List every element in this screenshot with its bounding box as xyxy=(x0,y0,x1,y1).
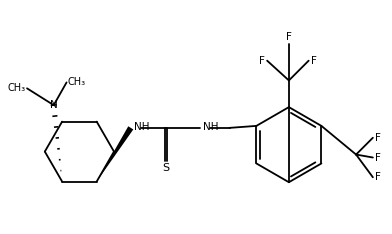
Text: F: F xyxy=(310,56,316,66)
Text: F: F xyxy=(375,153,381,163)
Text: CH₃: CH₃ xyxy=(67,77,86,88)
Text: NH: NH xyxy=(134,122,149,132)
Text: CH₃: CH₃ xyxy=(8,83,26,93)
Text: N: N xyxy=(50,100,58,110)
Text: F: F xyxy=(375,133,381,143)
Polygon shape xyxy=(97,126,133,182)
Text: F: F xyxy=(286,32,292,42)
Text: F: F xyxy=(259,56,265,66)
Text: F: F xyxy=(375,172,381,182)
Text: NH: NH xyxy=(203,122,218,132)
Text: S: S xyxy=(162,163,169,173)
